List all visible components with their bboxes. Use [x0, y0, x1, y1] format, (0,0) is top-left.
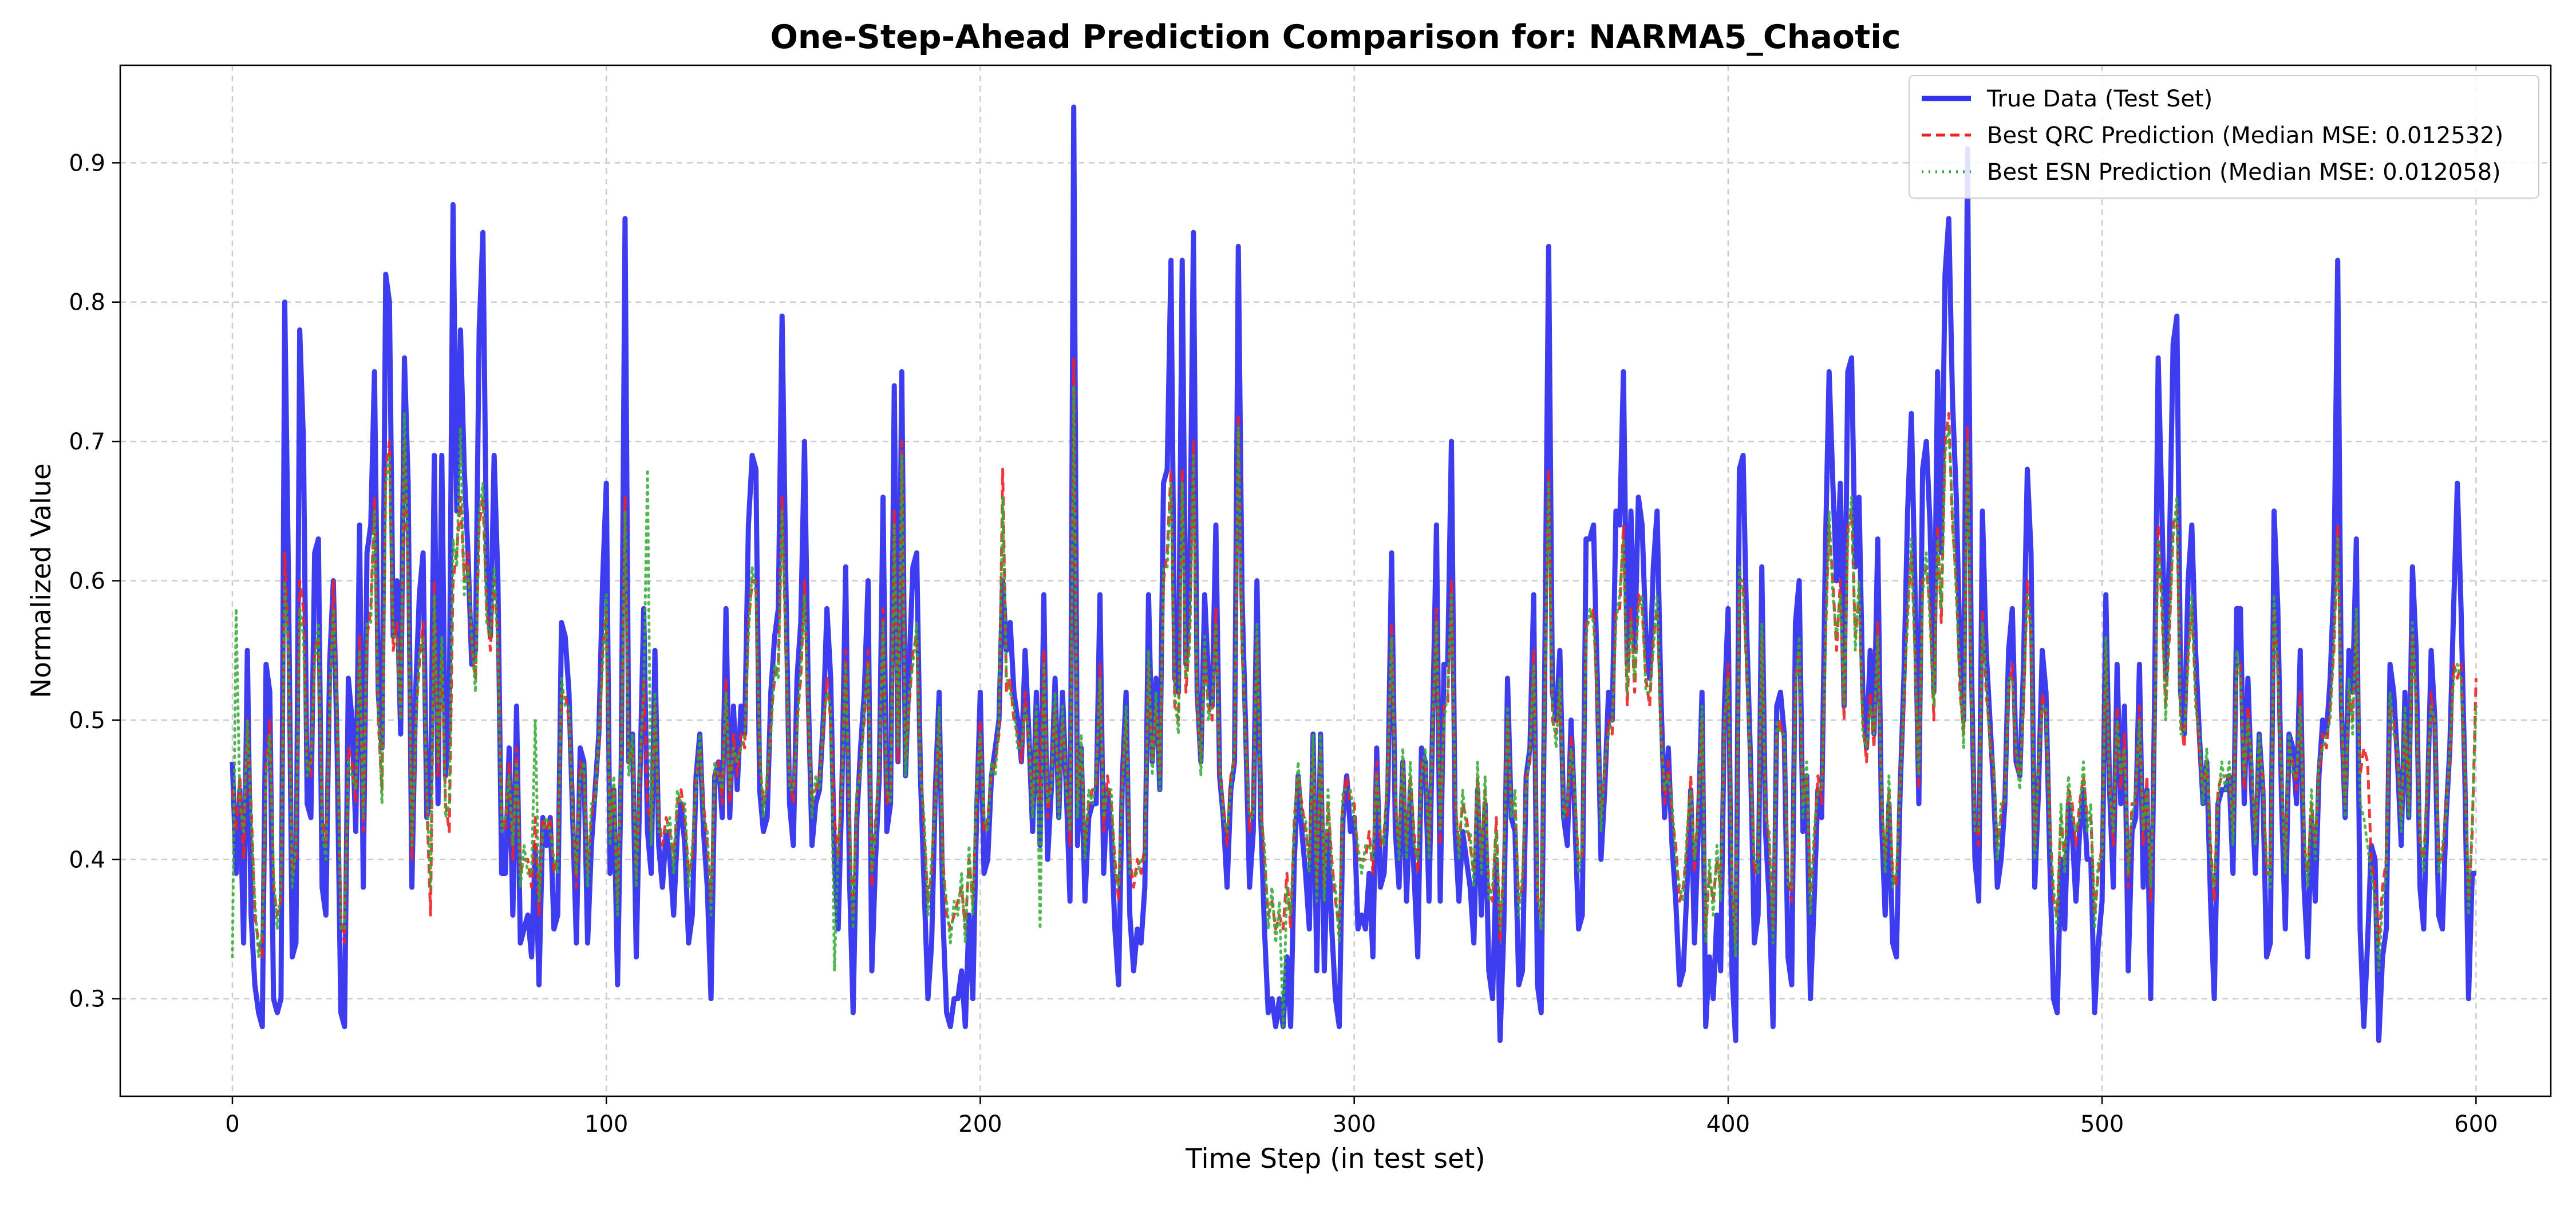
- series-line-3: [231, 384, 2478, 1028]
- legend-items: True Data (Test Set) Best QRC Prediction …: [1922, 86, 2503, 185]
- y-tick-label: 0.9: [69, 150, 105, 176]
- y-tick-label: 0.8: [69, 290, 105, 316]
- legend-label-3: Best ESN Prediction (Median MSE: 0.01205…: [1987, 159, 2501, 185]
- x-tick-label: 0: [225, 1111, 239, 1137]
- series-layer: [230, 104, 2478, 1044]
- x-tick-label: 300: [1332, 1111, 1376, 1137]
- y-tick-label: 0.7: [69, 429, 105, 455]
- chart-title: One-Step-Ahead Prediction Comparison for…: [770, 18, 1901, 56]
- y-tick-label: 0.6: [69, 568, 105, 595]
- x-tick-label: 500: [2080, 1111, 2124, 1137]
- x-tick-label: 100: [584, 1111, 628, 1137]
- legend-box: [1909, 75, 2539, 199]
- x-tick-label: 200: [958, 1111, 1002, 1137]
- x-tick-label: 600: [2454, 1111, 2498, 1137]
- legend-label-1: True Data (Test Set): [1986, 86, 2212, 112]
- x-axis-label: Time Step (in test set): [1185, 1143, 1485, 1175]
- tick-layer: 0 100 200 300 400 500 600 0.3 0.4 0.5 0.6 0.7 0.8 0.9: [69, 150, 2498, 1137]
- y-tick-label: 0.5: [69, 708, 105, 734]
- y-tick-label: 0.3: [69, 986, 105, 1013]
- y-tick-label: 0.4: [69, 847, 105, 873]
- x-tick-label: 400: [1706, 1111, 1750, 1137]
- grid-layer: [120, 65, 2551, 1096]
- legend-label-2: Best QRC Prediction (Median MSE: 0.01253…: [1987, 123, 2503, 149]
- legend: True Data (Test Set) Best QRC Prediction …: [1909, 75, 2539, 199]
- y-axis-label: Normalized Value: [26, 463, 57, 698]
